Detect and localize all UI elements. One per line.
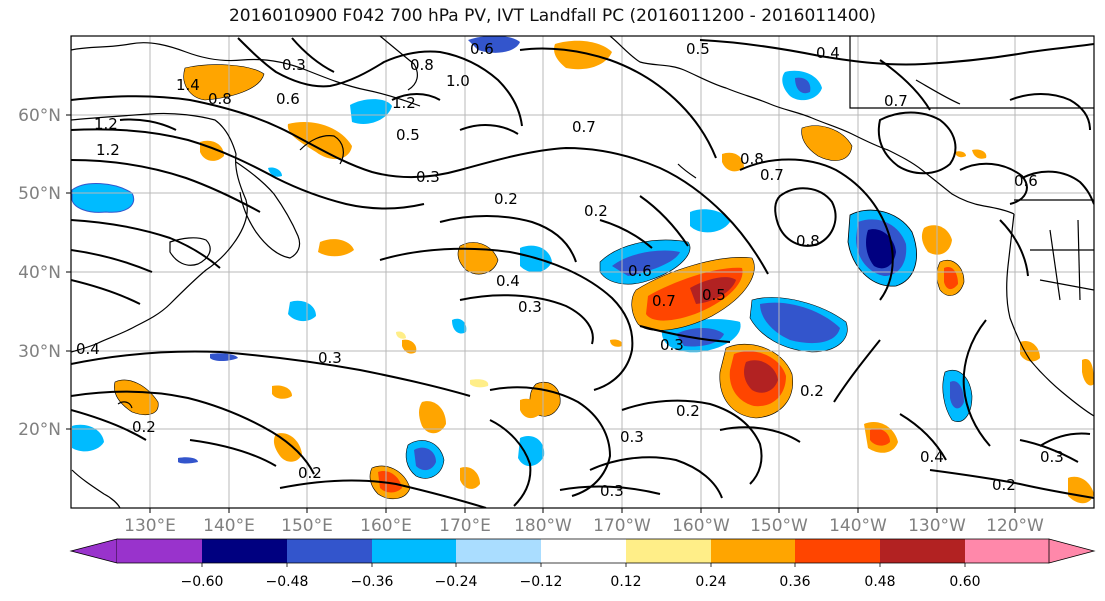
colorbar-segment [456, 539, 541, 563]
pv-contours [71, 37, 1094, 508]
contour-label: 0.3 [1040, 448, 1064, 466]
contour-label: 1.2 [96, 141, 120, 159]
contour-label: 0.2 [132, 418, 156, 436]
lon-label: 140°W [829, 516, 887, 536]
lat-label: 30°N [18, 342, 61, 362]
axis-ticks [66, 114, 1016, 513]
coastlines [71, 36, 1094, 508]
colorbar-extend-low [69, 538, 118, 564]
colorbar-segment [711, 539, 795, 563]
contour-label: 0.6 [470, 40, 494, 58]
colorbar-segment [965, 539, 1049, 563]
colorbar-segment [626, 539, 711, 563]
contour-label: 0.3 [660, 336, 684, 354]
contour-label: 0.2 [584, 202, 608, 220]
map-title: 2016010900 F042 700 hPa PV, IVT Landfall… [228, 6, 876, 26]
colorbar-tick-label: 0.60 [949, 574, 980, 590]
colorbar-tick-label: −0.36 [351, 574, 394, 590]
contour-label: 1.0 [446, 72, 470, 90]
colorbar-segment [372, 539, 456, 563]
colorbar-tick-label: −0.12 [520, 574, 563, 590]
contour-labels: 0.6 0.5 0.4 0.3 0.8 1.0 1.2 0.7 1.4 0.8 … [76, 40, 1064, 500]
colorbar-tick-label: −0.48 [266, 574, 309, 590]
colorbar-segment [541, 539, 626, 563]
colorbar-tick-label: −0.24 [435, 574, 478, 590]
lon-label: 180°W [514, 516, 572, 536]
contour-label: 0.5 [702, 286, 726, 304]
colorbar-tick-label: −0.60 [181, 574, 224, 590]
colorbar-tick-label: 0.36 [779, 574, 810, 590]
lon-label: 170°W [593, 516, 651, 536]
colorbar-segment [202, 539, 287, 563]
contour-label: 0.4 [816, 44, 840, 62]
colorbar-segment [117, 539, 202, 563]
lat-label: 20°N [18, 420, 61, 440]
colorbar-segment [287, 539, 372, 563]
contour-label: 0.6 [1014, 172, 1038, 190]
contour-label: 0.3 [518, 298, 542, 316]
lon-label: 170°E [439, 516, 491, 536]
contour-label: 0.8 [208, 90, 232, 108]
contour-label: 0.2 [494, 190, 518, 208]
lat-label: 40°N [18, 263, 61, 283]
contour-label: 0.7 [760, 166, 784, 184]
contour-label: 0.3 [620, 428, 644, 446]
lon-label: 150°W [750, 516, 808, 536]
colorbar-tick-label: 0.24 [695, 574, 726, 590]
contour-label: 0.3 [600, 482, 624, 500]
colorbar-segment [880, 539, 965, 563]
lon-label: 150°E [281, 516, 333, 536]
map-graticule [71, 36, 1094, 508]
contour-label: 1.4 [176, 76, 200, 94]
latitude-labels: 60°N 50°N 40°N 30°N 20°N [18, 106, 61, 440]
colorbar-tick-label: 0.12 [610, 574, 641, 590]
contour-label: 0.7 [572, 118, 596, 136]
lon-label: 120°W [986, 516, 1044, 536]
contour-label: 0.2 [992, 476, 1016, 494]
contour-label: 0.5 [396, 126, 420, 144]
contour-label: 0.2 [800, 382, 824, 400]
contour-label: 0.4 [76, 340, 100, 358]
colorbar-segment [795, 539, 880, 563]
lat-label: 60°N [18, 106, 61, 126]
lon-label: 160°E [360, 516, 412, 536]
lon-label: 140°E [203, 516, 255, 536]
contour-label: 0.2 [676, 402, 700, 420]
lon-label: 130°E [124, 516, 176, 536]
lon-label: 160°W [672, 516, 730, 536]
contour-label: 0.6 [628, 262, 652, 280]
contour-label: 1.2 [392, 94, 416, 112]
contour-label: 0.3 [318, 349, 342, 367]
contour-label: 0.7 [884, 92, 908, 110]
longitude-labels: 130°E 140°E 150°E 160°E 170°E 180°W 170°… [124, 516, 1044, 536]
contour-label: 0.6 [276, 90, 300, 108]
contour-label: 0.8 [796, 232, 820, 250]
contour-label: 0.8 [740, 150, 764, 168]
contour-label: 0.4 [920, 448, 944, 466]
contour-label: 0.3 [416, 168, 440, 186]
contour-label: 0.7 [652, 292, 676, 310]
contour-label: 1.2 [94, 115, 118, 133]
contour-label: 0.5 [686, 40, 710, 58]
contour-label: 0.4 [496, 272, 520, 290]
colorbar: −0.60 −0.48 −0.36 −0.24 −0.12 0.12 0.24 … [69, 538, 1096, 590]
contour-label: 0.3 [282, 56, 306, 74]
lat-label: 50°N [18, 184, 61, 204]
contour-label: 0.8 [410, 56, 434, 74]
colorbar-extend-high [1048, 538, 1096, 564]
colorbar-tick-label: 0.48 [864, 574, 895, 590]
lon-label: 130°W [908, 516, 966, 536]
contour-label: 0.2 [298, 464, 322, 482]
